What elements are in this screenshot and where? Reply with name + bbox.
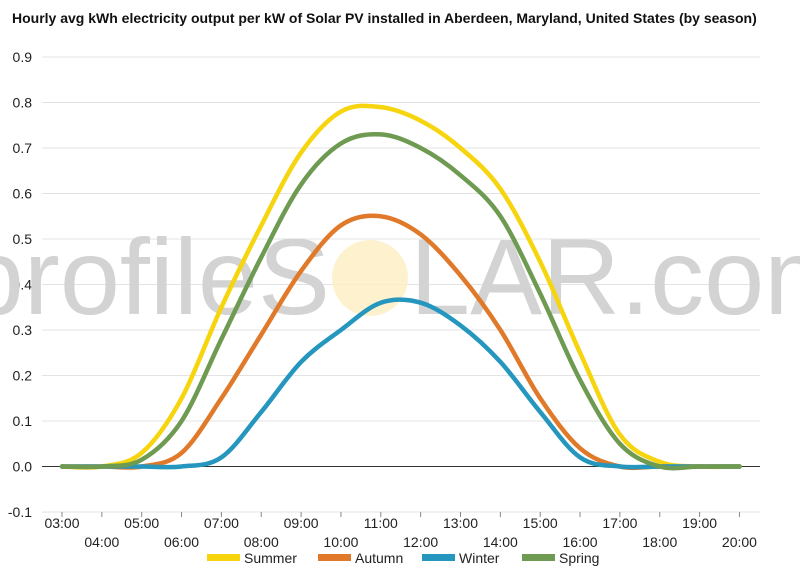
y-tick-label: 0.8 (13, 95, 33, 111)
y-tick-label: 0.5 (13, 231, 33, 247)
x-tick-label: 03:00 (44, 515, 79, 531)
watermark: profileS LAR.com (0, 216, 800, 337)
chart-title: Hourly avg kWh electricity output per kW… (12, 10, 757, 26)
x-tick-label: 07:00 (204, 515, 239, 531)
series-line-spring (59, 131, 742, 471)
x-tick-label: 16:00 (563, 534, 598, 550)
legend-label-winter: Winter (459, 550, 500, 566)
x-tick-label: 14:00 (483, 534, 518, 550)
legend: Summer Autumn Winter Spring (207, 550, 599, 566)
y-tick-label: -0.1 (8, 504, 32, 520)
y-tick-label: 0.3 (13, 322, 33, 338)
y-tick-label: 0.0 (13, 459, 33, 475)
x-tick-label: 11:00 (364, 515, 398, 531)
legend-swatch-spring (522, 554, 555, 561)
y-axis-ticks: -0.1 0.0 0.1 0.2 0.3 0.4 0.5 0.6 0.7 0.8 0.9 (8, 49, 32, 520)
legend-label-summer: Summer (244, 550, 297, 566)
legend-label-autumn: Autumn (355, 550, 403, 566)
y-tick-label: 0.4 (13, 277, 33, 293)
x-tick-label: 04:00 (84, 534, 119, 550)
series-line-summer (59, 103, 742, 470)
y-tick-label: 0.6 (13, 186, 33, 202)
watermark-text-left: profileS (0, 216, 330, 337)
y-tick-label: 0.1 (13, 413, 33, 429)
watermark-text-right: LAR.com (410, 216, 800, 337)
x-tick-label: 12:00 (403, 534, 438, 550)
x-tick-label: 19:00 (682, 515, 717, 531)
x-tick-label: 18:00 (642, 534, 677, 550)
x-tick-label: 09:00 (284, 515, 319, 531)
y-tick-label: 0.9 (13, 49, 33, 65)
watermark-sun-icon (332, 240, 408, 316)
x-tick-label: 06:00 (164, 534, 199, 550)
x-tick-label: 20:00 (722, 534, 757, 550)
series-lines (59, 103, 742, 471)
legend-swatch-autumn (318, 554, 351, 561)
legend-swatch-summer (207, 554, 240, 561)
x-tick-label: 17:00 (602, 515, 637, 531)
y-tick-label: 0.7 (13, 140, 33, 156)
x-tick-label: 13:00 (443, 515, 478, 531)
x-tick-label: 05:00 (124, 515, 159, 531)
x-tick-label: 10:00 (323, 534, 358, 550)
x-tick-label: 15:00 (523, 515, 558, 531)
x-axis-ticks: 03:00 04:00 05:00 06:00 07:00 08:00 09:0010:00… (44, 512, 757, 550)
series-line-winter (59, 297, 742, 470)
legend-swatch-winter (422, 554, 455, 561)
x-tick-label: 08:00 (244, 534, 279, 550)
grid-lines (42, 56, 760, 513)
y-tick-label: 0.2 (13, 368, 33, 384)
legend-label-spring: Spring (559, 550, 599, 566)
